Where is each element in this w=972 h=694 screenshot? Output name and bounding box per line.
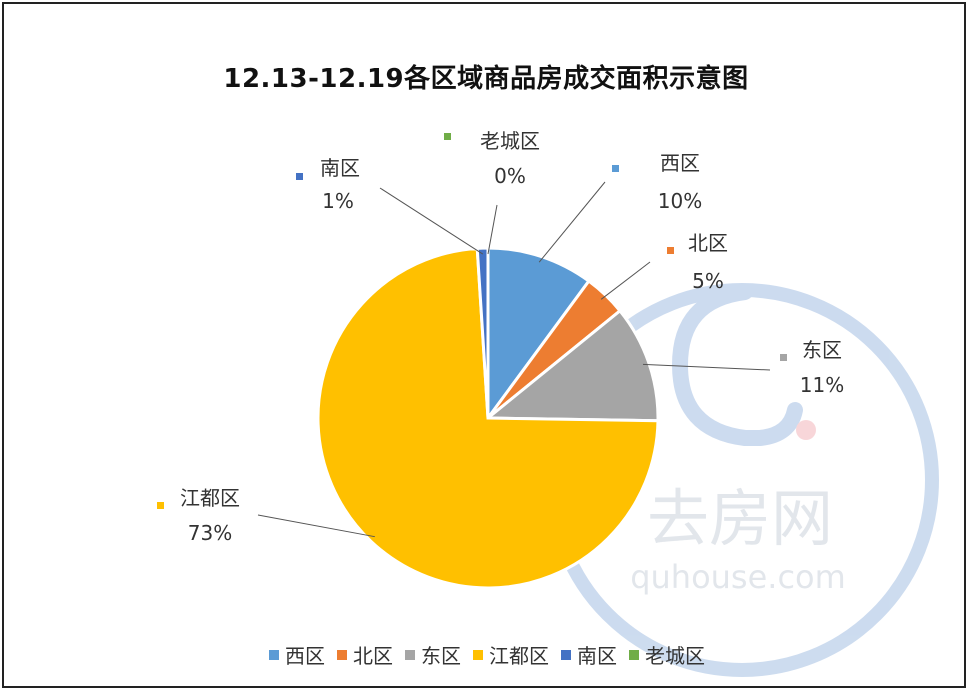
data-label-swatch <box>157 502 164 509</box>
legend-swatch <box>337 649 347 660</box>
legend-item: 江都区 <box>473 640 549 669</box>
legend-label: 东区 <box>421 644 461 668</box>
pie-data-labels: 西区 10% 北区 5% 东区 11% 江都区 73% 南区 1% 老城区 0% <box>157 129 844 545</box>
watermark-dot-icon <box>796 420 816 440</box>
pie-slices <box>316 246 660 590</box>
legend-label: 南区 <box>577 644 617 668</box>
legend-label: 江都区 <box>489 644 549 668</box>
legend-label: 老城区 <box>645 644 705 668</box>
chart-title: 12.13-12.19各区域商品房成交面积示意图 <box>223 64 749 94</box>
data-label-percent: 5% <box>692 269 724 293</box>
legend-item: 南区 <box>561 640 617 669</box>
leader-line <box>538 181 606 263</box>
legend-swatch <box>629 649 639 660</box>
data-label-name: 东区 <box>802 338 842 362</box>
data-label-percent: 0% <box>494 164 526 188</box>
data-label-swatch <box>612 165 619 172</box>
pie-slice <box>475 246 490 419</box>
legend-item: 东区 <box>405 640 461 669</box>
watermark-url: quhouse.com <box>630 558 846 596</box>
data-label-percent: 10% <box>658 189 702 213</box>
leader-line <box>379 187 484 255</box>
legend-swatch <box>405 649 415 660</box>
data-label-percent: 11% <box>800 373 844 397</box>
data-label-name: 南区 <box>320 156 360 180</box>
leader-line <box>600 261 651 300</box>
leader-line <box>487 204 498 255</box>
data-label-percent: 73% <box>188 521 232 545</box>
watermark-brand: 去房网 <box>647 482 833 555</box>
legend-swatch <box>473 649 483 660</box>
data-label-percent: 1% <box>322 189 354 213</box>
pie-slice <box>316 246 660 590</box>
legend-label: 西区 <box>285 644 325 668</box>
chart-legend: 西区 北区 东区 江都区 南区 老城区 <box>0 640 972 669</box>
leader-line <box>257 514 375 538</box>
legend-swatch <box>269 649 279 660</box>
data-label-name: 西区 <box>660 151 700 175</box>
pie-slice <box>486 246 591 423</box>
legend-swatch <box>561 649 571 660</box>
watermark-logo-icon <box>671 284 803 446</box>
data-label-swatch <box>780 354 787 361</box>
legend-item: 北区 <box>337 640 393 669</box>
data-label-name: 北区 <box>688 231 728 255</box>
leader-line <box>642 363 771 371</box>
legend-item: 西区 <box>269 640 325 669</box>
watermark: 去房网 quhouse.com <box>545 283 939 677</box>
pie-slice <box>483 308 660 423</box>
data-label-swatch <box>296 173 303 180</box>
pie-leader-lines <box>257 181 771 538</box>
legend-label: 北区 <box>353 644 393 668</box>
data-label-swatch <box>667 247 674 254</box>
data-label-name: 老城区 <box>480 129 540 153</box>
legend-item: 老城区 <box>629 640 705 669</box>
data-label-name: 江都区 <box>180 486 240 510</box>
data-label-swatch <box>444 133 451 140</box>
